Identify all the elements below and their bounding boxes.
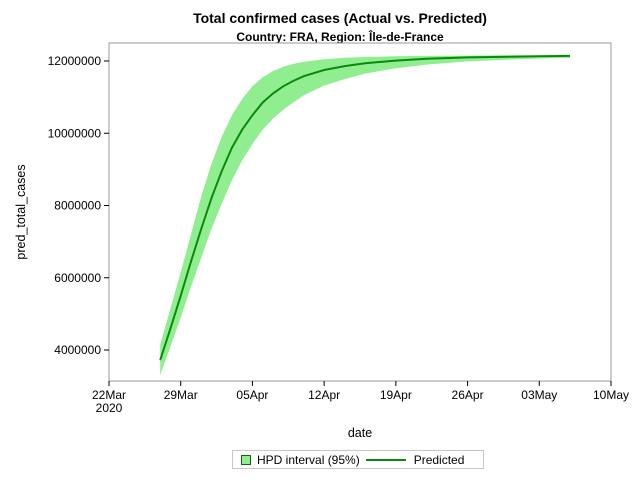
x-tick-label: 05Apr [236, 388, 268, 402]
y-tick-label: 12000000 [48, 54, 102, 68]
y-tick-label: 4000000 [54, 343, 101, 357]
x-tick-label: 2020 [96, 401, 123, 415]
legend-line-label: Predicted [413, 452, 465, 467]
x-tick-label: 29Mar [164, 388, 198, 402]
x-tick-label: 03May [521, 388, 557, 402]
y-axis-title: pred_total_cases [14, 164, 28, 259]
x-tick-label: 19Apr [380, 388, 412, 402]
legend-band-label: HPD interval (95%) [257, 452, 360, 467]
y-tick-label: 8000000 [54, 199, 101, 213]
y-axis: 4000000 6000000 8000000 10000000 12000000 [48, 54, 109, 357]
hpd-interval-band [160, 54, 570, 376]
predicted-line [159, 54, 571, 361]
predicted-line-swatch-icon [365, 458, 406, 461]
x-axis-title: date [348, 426, 372, 440]
x-tick-label: 10May [593, 388, 629, 402]
x-tick-label: 22Mar [92, 388, 126, 402]
x-tick-label: 12Apr [308, 388, 340, 402]
x-tick-label: 26Apr [452, 388, 484, 402]
y-tick-label: 6000000 [54, 271, 101, 285]
hpd-band-swatch-icon [241, 454, 251, 465]
y-tick-label: 10000000 [48, 126, 102, 140]
legend: HPD interval (95%) Predicted [232, 450, 484, 469]
chart-subtitle: Country: FRA, Region: Île-de-France [236, 30, 444, 44]
plot-frame [108, 42, 612, 382]
chart-title: Total confirmed cases (Actual vs. Predic… [193, 10, 487, 26]
